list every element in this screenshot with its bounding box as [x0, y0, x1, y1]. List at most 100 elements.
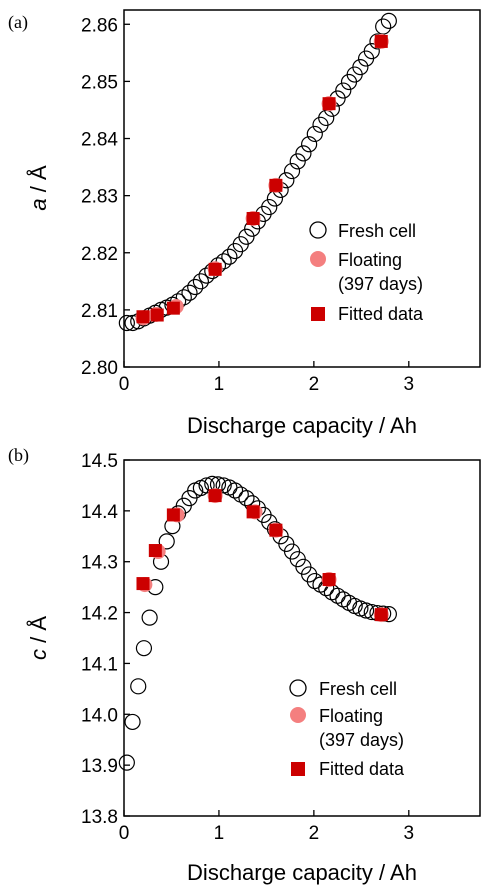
panel-a-y-tick-label: 2.85 — [81, 72, 118, 93]
panel-b-legend: Fresh cell Floating (397 days) Fitted da… — [289, 679, 405, 779]
panel-b-fitted-point — [148, 544, 162, 558]
panel-a-fresh-cell-point — [221, 248, 238, 265]
panel-a-y-tick-label: 2.83 — [81, 187, 118, 208]
panel-a-legend-floating-days: (397 days) — [338, 274, 423, 294]
panel-b-fresh-cell-point — [221, 479, 238, 496]
panel-a-fresh-cell-point — [261, 198, 278, 216]
panel-a-fresh-cell-point — [335, 82, 352, 99]
panel-b-y-tick-label: 14.0 — [81, 705, 118, 726]
panel-b-fresh-cell-point — [141, 609, 158, 626]
panel-a-fitted-point — [208, 262, 222, 276]
panel-a-legend-fresh-marker — [309, 221, 327, 239]
panel-b-fitted-point — [136, 577, 150, 591]
panel-b-fitted-point — [269, 523, 283, 537]
panel-b-data-points — [118, 475, 397, 771]
panel-b-fitted-point — [374, 608, 388, 622]
panel-a-fresh-cell-point — [363, 43, 380, 60]
panel-b-fresh-cell-point — [340, 594, 358, 612]
panel-a-fitted-point — [136, 310, 150, 324]
panel-b-y-tick-label: 14.4 — [81, 502, 118, 523]
panel-b-x-tick-label: 3 — [404, 823, 415, 844]
panel-a-y-ticks: 2.80 2.81 2.82 2.83 2.84 2.85 2.86 — [81, 15, 130, 379]
panel-b-legend-floating-marker — [290, 707, 306, 723]
panel-a-fitted-point — [150, 308, 164, 322]
panel-b-legend-floating-days: (397 days) — [319, 730, 404, 750]
panel-b-fresh-cell-point — [301, 566, 318, 583]
panel-b-y-axis-label: c / Å — [26, 616, 51, 660]
panel-a-y-tick-label: 2.84 — [81, 130, 118, 151]
panel-a-fresh-cell-point — [181, 284, 198, 301]
panel-b-legend-fresh-marker — [289, 679, 307, 697]
panel-a-fresh-cell-point — [380, 12, 397, 29]
panel-b-x-tick-label: 1 — [214, 823, 225, 844]
panel-a-fresh-cell-point — [306, 125, 323, 143]
panel-a-fresh-cell-point — [289, 153, 306, 170]
panel-a-x-tick-label: 0 — [119, 374, 130, 395]
panel-a-fitted-point — [269, 178, 283, 192]
panel-a-plot-frame — [123, 9, 481, 368]
panel-b-fitted-point — [322, 573, 336, 587]
panel-a-legend-floating-marker — [310, 251, 326, 267]
panel-b-y-axis-unit: / Å — [26, 616, 51, 649]
panel-b-fresh-cell-point — [306, 572, 323, 590]
panel-b-fresh-cell-point — [357, 602, 375, 619]
panel-b-y-ticks: 13.8 13.9 14.0 14.1 14.2 14.3 14.4 14.5 — [81, 451, 130, 828]
panel-b-legend-fitted-label: Fitted data — [319, 759, 405, 779]
panel-a-fresh-cell-point — [187, 278, 204, 296]
panel-b-fresh-cell-point — [158, 533, 175, 550]
panel-a-legend: Fresh cell Floating (397 days) Fitted da… — [309, 221, 424, 324]
panel-b-plot-frame — [123, 459, 481, 817]
panel-b-x-axis-label: Discharge capacity / Ah — [187, 860, 417, 885]
panel-a-fitted-point — [246, 211, 260, 225]
panel-a-fresh-cell-point — [118, 314, 135, 332]
panel-a-fresh-cell-point — [175, 289, 192, 306]
panel-a-x-axis-label: Discharge capacity / Ah — [187, 413, 417, 438]
panel-a-x-ticks: 0 1 2 3 — [119, 361, 414, 395]
panel-a-fresh-cell-point — [352, 59, 369, 76]
panel-a-y-axis-unit: / Å — [26, 165, 51, 198]
panel-a-fitted-point — [322, 97, 336, 111]
panel-a-legend-fitted-marker — [311, 307, 325, 321]
panel-b-y-tick-label: 14.3 — [81, 553, 118, 574]
panel-b-fresh-cell-point — [226, 482, 244, 499]
panel-a-fresh-cell-point — [283, 162, 301, 180]
panel-b-y-tick-label: 13.9 — [81, 756, 118, 777]
panel-a-fresh-cell-point — [301, 136, 318, 153]
panel-a-x-tick-label: 3 — [404, 374, 415, 395]
panel-a: (a) 2.80 2.81 2.82 2.83 2.84 2.85 2.86 0 1 2 3 Di… — [8, 9, 481, 438]
panel-b-y-axis-symbol: c — [26, 649, 51, 660]
panel-a-y-tick-label: 2.86 — [81, 15, 118, 36]
panel-a-fresh-cell-point — [192, 273, 209, 290]
panel-b-fresh-cell-point — [335, 591, 352, 608]
panel-a-fitted-point — [374, 34, 388, 48]
panel-a-legend-fitted-label: Fitted data — [338, 304, 424, 324]
panel-b-fresh-cell-point — [238, 490, 255, 507]
panel-a-fitted-point — [166, 301, 180, 315]
panel-b-fresh-cell-point — [329, 587, 346, 604]
panel-b-y-tick-label: 14.1 — [81, 654, 118, 675]
panel-b: (b) 13.8 13.9 14.0 14.1 14.2 14.3 14.4 14.5 0 1 2… — [8, 445, 481, 885]
panel-a-fresh-cell-point — [295, 145, 312, 162]
panel-b-fresh-cell-point — [135, 640, 153, 657]
panel-b-x-tick-label: 2 — [309, 823, 320, 844]
panel-a-data-points — [118, 12, 397, 332]
panel-a-y-tick-label: 2.82 — [81, 244, 118, 265]
panel-a-x-tick-label: 1 — [214, 374, 225, 395]
panel-a-label: (a) — [8, 12, 28, 33]
panel-b-legend-fitted-marker — [291, 762, 305, 776]
panel-b-y-tick-label: 14.5 — [81, 451, 118, 472]
panel-a-fresh-cell-point — [318, 109, 335, 127]
panel-a-x-tick-label: 2 — [309, 374, 320, 395]
panel-b-x-ticks: 0 1 2 3 — [119, 810, 414, 844]
panel-a-legend-fresh-label: Fresh cell — [338, 221, 416, 241]
panel-a-y-tick-label: 2.80 — [81, 358, 118, 379]
panel-b-fitted-point — [208, 489, 222, 503]
panel-a-fresh-cell-point — [312, 116, 329, 133]
panel-b-label: (b) — [8, 445, 29, 466]
panel-b-fresh-cell-point — [124, 713, 141, 731]
panel-b-fresh-cell-point — [198, 477, 215, 494]
panel-b-fresh-cell-point — [130, 678, 147, 695]
panel-a-y-axis-symbol: a — [26, 198, 51, 210]
panel-b-fitted-point — [166, 508, 180, 522]
